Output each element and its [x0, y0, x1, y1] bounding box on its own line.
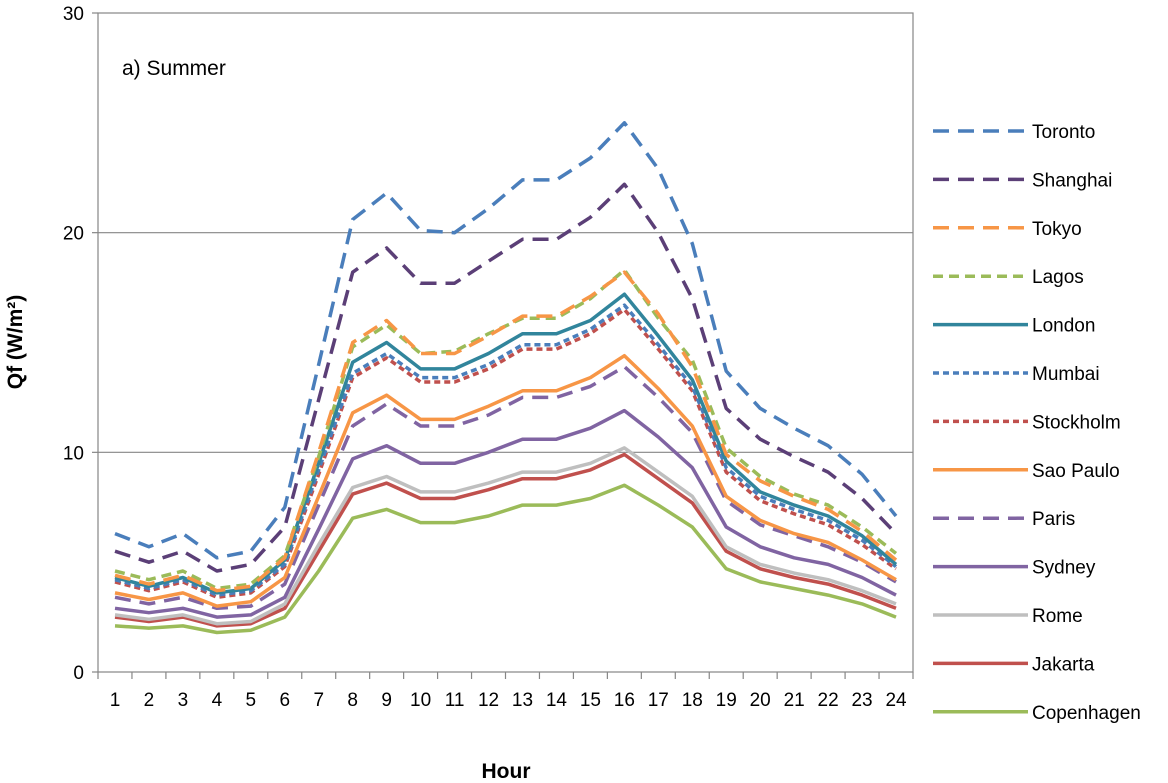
- x-tick-label: 11: [445, 690, 465, 711]
- y-tick-label: 20: [63, 224, 84, 245]
- series-line-sydney: [114, 408, 897, 619]
- x-tick-label: 7: [313, 690, 324, 711]
- series-line-shanghai: [114, 182, 898, 573]
- series-line-tokyo: [114, 270, 898, 593]
- x-tick-label: 6: [279, 690, 290, 711]
- series-line-toronto: [114, 121, 898, 560]
- y-axis-title: Qf (W/m²): [4, 295, 27, 389]
- series-line-jakarta: [114, 452, 897, 628]
- x-tick-label: 17: [648, 690, 669, 711]
- legend-label: Sydney: [1032, 558, 1096, 579]
- series-line-copenhagen: [114, 483, 897, 635]
- y-axis: 0 10 20 30: [63, 4, 98, 684]
- y-tick-label: 10: [63, 443, 84, 464]
- legend: Toronto Shanghai Tokyo Lagos London Mumbai Sto…: [933, 122, 1141, 724]
- x-tick-label: 20: [750, 690, 771, 711]
- y-tick-label: 0: [73, 663, 84, 684]
- legend-label: Shanghai: [1032, 170, 1112, 191]
- legend-label: Copenhagen: [1032, 703, 1141, 724]
- legend-label: London: [1032, 316, 1095, 337]
- x-tick-label: 2: [144, 690, 155, 711]
- x-axis-title: Hour: [482, 760, 531, 783]
- x-axis: 1 2 3 4 5 6 7 8 9 10 11 12 13 14 15 16 17 18 19 20 21 22 23 24: [97, 672, 914, 711]
- legend-label: Sao Paulo: [1032, 461, 1120, 482]
- x-tick-label: 13: [512, 690, 533, 711]
- x-tick-label: 10: [410, 690, 431, 711]
- x-tick-label: 16: [614, 690, 635, 711]
- x-tick-label: 22: [818, 690, 839, 711]
- gridlines: [98, 232, 913, 453]
- series-line-rome: [114, 446, 897, 626]
- series-line-paris: [114, 364, 897, 611]
- legend-label: Rome: [1032, 606, 1083, 627]
- x-tick-label: 19: [716, 690, 737, 711]
- series-line-lagos: [114, 268, 898, 591]
- series-lines: [114, 121, 898, 635]
- series-line-mumbai: [114, 303, 898, 597]
- legend-label: Stockholm: [1032, 412, 1121, 433]
- series-line-stockholm: [114, 307, 898, 600]
- x-tick-label: 24: [885, 690, 907, 711]
- x-tick-label: 23: [851, 690, 872, 711]
- x-tick-label: 18: [682, 690, 703, 711]
- legend-label: Toronto: [1032, 122, 1095, 143]
- plot-area: 1 2 3 4 5 6 7 8 9 10 11 12 13 14 15 16 17 18 19 20 21 22 23 24 …: [63, 4, 914, 711]
- x-tick-label: 9: [381, 690, 392, 711]
- legend-label: Paris: [1032, 509, 1075, 530]
- legend-label: Mumbai: [1032, 364, 1100, 385]
- x-tick-label: 8: [347, 690, 358, 711]
- panel-annotation: a) Summer: [122, 57, 226, 80]
- series-line-london: [114, 292, 898, 595]
- x-tick-label: 5: [246, 690, 257, 711]
- x-tick-label: 15: [580, 690, 601, 711]
- y-tick-label: 30: [63, 4, 84, 25]
- x-tick-label: 14: [546, 690, 568, 711]
- legend-label: Lagos: [1032, 267, 1084, 288]
- series-line-sao-paulo: [114, 353, 897, 608]
- x-tick-label: 21: [784, 690, 805, 711]
- x-tick-label: 12: [478, 690, 499, 711]
- x-tick-label: 3: [178, 690, 189, 711]
- x-tick-label: 1: [110, 690, 121, 711]
- legend-label: Tokyo: [1032, 219, 1082, 240]
- legend-label: Jakarta: [1032, 654, 1095, 675]
- x-tick-label: 4: [212, 690, 223, 711]
